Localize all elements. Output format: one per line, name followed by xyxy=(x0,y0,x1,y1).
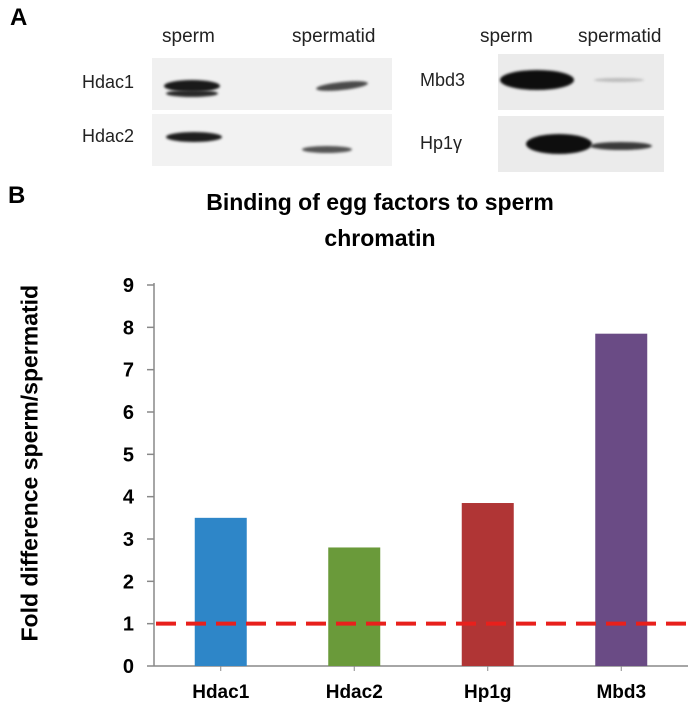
blot-row-hdac1-label: Hdac1 xyxy=(82,72,135,92)
band-hp1y-sperm xyxy=(526,134,592,154)
chart-title-line-2: chromatin xyxy=(324,225,436,251)
x-tick-label-hp1g: Hp1g xyxy=(464,682,512,703)
chart-title: Binding of egg factors to sperm chromati… xyxy=(130,184,630,256)
y-tick-label: 4 xyxy=(123,487,135,509)
y-tick-label: 7 xyxy=(123,360,134,382)
band-mbd3-sperm xyxy=(500,70,574,90)
band-hdac2-spermatid xyxy=(302,146,352,153)
western-blot-hdac1 xyxy=(152,58,392,110)
western-blot-hp1y xyxy=(498,116,664,172)
y-tick-label: 8 xyxy=(123,317,134,339)
blot-row-mbd3-label: Mbd3 xyxy=(420,70,466,90)
bar-hp1g xyxy=(461,503,514,666)
x-tick-label-hdac1: Hdac1 xyxy=(192,682,249,703)
y-tick-label: 6 xyxy=(123,402,134,424)
right-lane-sperm-label: sperm xyxy=(480,26,533,47)
western-blot-hdac2 xyxy=(152,114,392,166)
blot-row-hp1y-label: Hp1γ xyxy=(420,133,463,153)
bar-mbd3 xyxy=(595,333,648,666)
y-tick-label: 3 xyxy=(123,529,134,551)
x-tick-label-mbd3: Mbd3 xyxy=(596,682,646,703)
y-tick-label: 0 xyxy=(123,656,134,678)
y-tick-label: 9 xyxy=(123,275,134,297)
blot-row-hdac2-label: Hdac2 xyxy=(82,126,135,146)
y-tick-label: 5 xyxy=(123,444,134,466)
band-hp1y-spermatid xyxy=(590,142,652,150)
y-tick-label: 2 xyxy=(123,571,134,593)
band-hdac2-sperm xyxy=(166,132,222,142)
bar-hdac2 xyxy=(328,547,381,666)
band-hdac1-sperm xyxy=(164,80,220,92)
x-tick-label-hdac2: Hdac2 xyxy=(326,682,383,703)
panel-a-letter: A xyxy=(10,4,28,31)
band-hdac1-sperm-lower xyxy=(166,90,218,97)
panel-b-letter: B xyxy=(8,182,26,209)
western-blot-mbd3 xyxy=(498,54,664,110)
y-tick-label: 1 xyxy=(123,614,134,636)
band-mbd3-spermatid xyxy=(594,78,644,82)
bar-hdac1 xyxy=(194,517,247,666)
left-lane-sperm-label: sperm xyxy=(162,26,215,47)
left-lane-spermatid-label: spermatid xyxy=(292,26,376,47)
right-lane-spermatid-label: spermatid xyxy=(578,26,662,47)
chart-title-line-1: Binding of egg factors to sperm xyxy=(206,189,554,215)
